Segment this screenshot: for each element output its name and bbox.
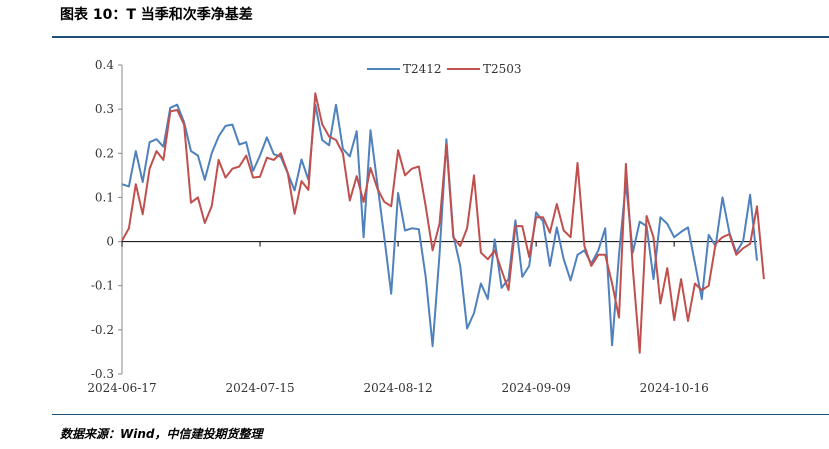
legend-label-t2412: T2412 [403,62,442,76]
y-tick-label: 0.4 [95,58,114,72]
x-tick-label: 2024-06-17 [87,381,156,395]
y-tick-label: -0.3 [91,367,114,381]
y-axis-tick-labels: -0.3 -0.2 -0.1 0 0.1 0.2 0.3 0.4 [91,58,122,381]
legend-label-t2503: T2503 [483,62,522,76]
series-line-t2412 [121,103,758,348]
x-tick-label: 2024-10-16 [640,381,709,395]
x-tick-label: 2024-07-15 [225,381,294,395]
bottom-rule [52,414,829,415]
source-note: 数据来源：Wind，中信建投期货整理 [60,427,263,441]
y-tick-label: 0 [106,235,114,249]
figure-title: 图表 10：T 当季和次季净基差 [60,7,253,23]
series-lines [121,92,765,354]
x-axis-tick-labels: 2024-06-17 2024-07-15 2024-08-12 2024-09-09… [87,381,708,395]
x-tick-label: 2024-08-12 [363,381,432,395]
series-line-t2503 [121,92,765,354]
y-tick-label: 0.2 [95,146,114,160]
y-tick-label: 0.3 [95,102,114,116]
x-axis-ticks [121,241,675,247]
y-tick-label: -0.2 [91,323,114,337]
x-tick-label: 2024-09-09 [502,381,571,395]
top-rule [52,36,829,38]
y-tick-label: 0.1 [95,190,114,204]
y-tick-label: -0.1 [91,279,114,293]
legend: T2412 T2503 [367,62,522,76]
